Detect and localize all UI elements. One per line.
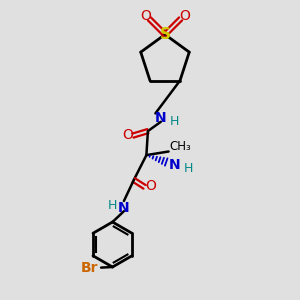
Text: O: O: [179, 9, 190, 23]
Text: N: N: [169, 158, 180, 172]
Text: CH₃: CH₃: [169, 140, 191, 153]
Text: H: H: [108, 199, 117, 212]
Text: S: S: [160, 27, 170, 42]
Text: H: H: [183, 161, 193, 175]
Text: N: N: [155, 111, 166, 125]
Text: N: N: [118, 201, 130, 214]
Text: O: O: [122, 128, 133, 142]
Text: O: O: [140, 9, 151, 23]
Text: O: O: [145, 179, 156, 193]
Text: Br: Br: [80, 261, 98, 274]
Text: H: H: [169, 115, 179, 128]
